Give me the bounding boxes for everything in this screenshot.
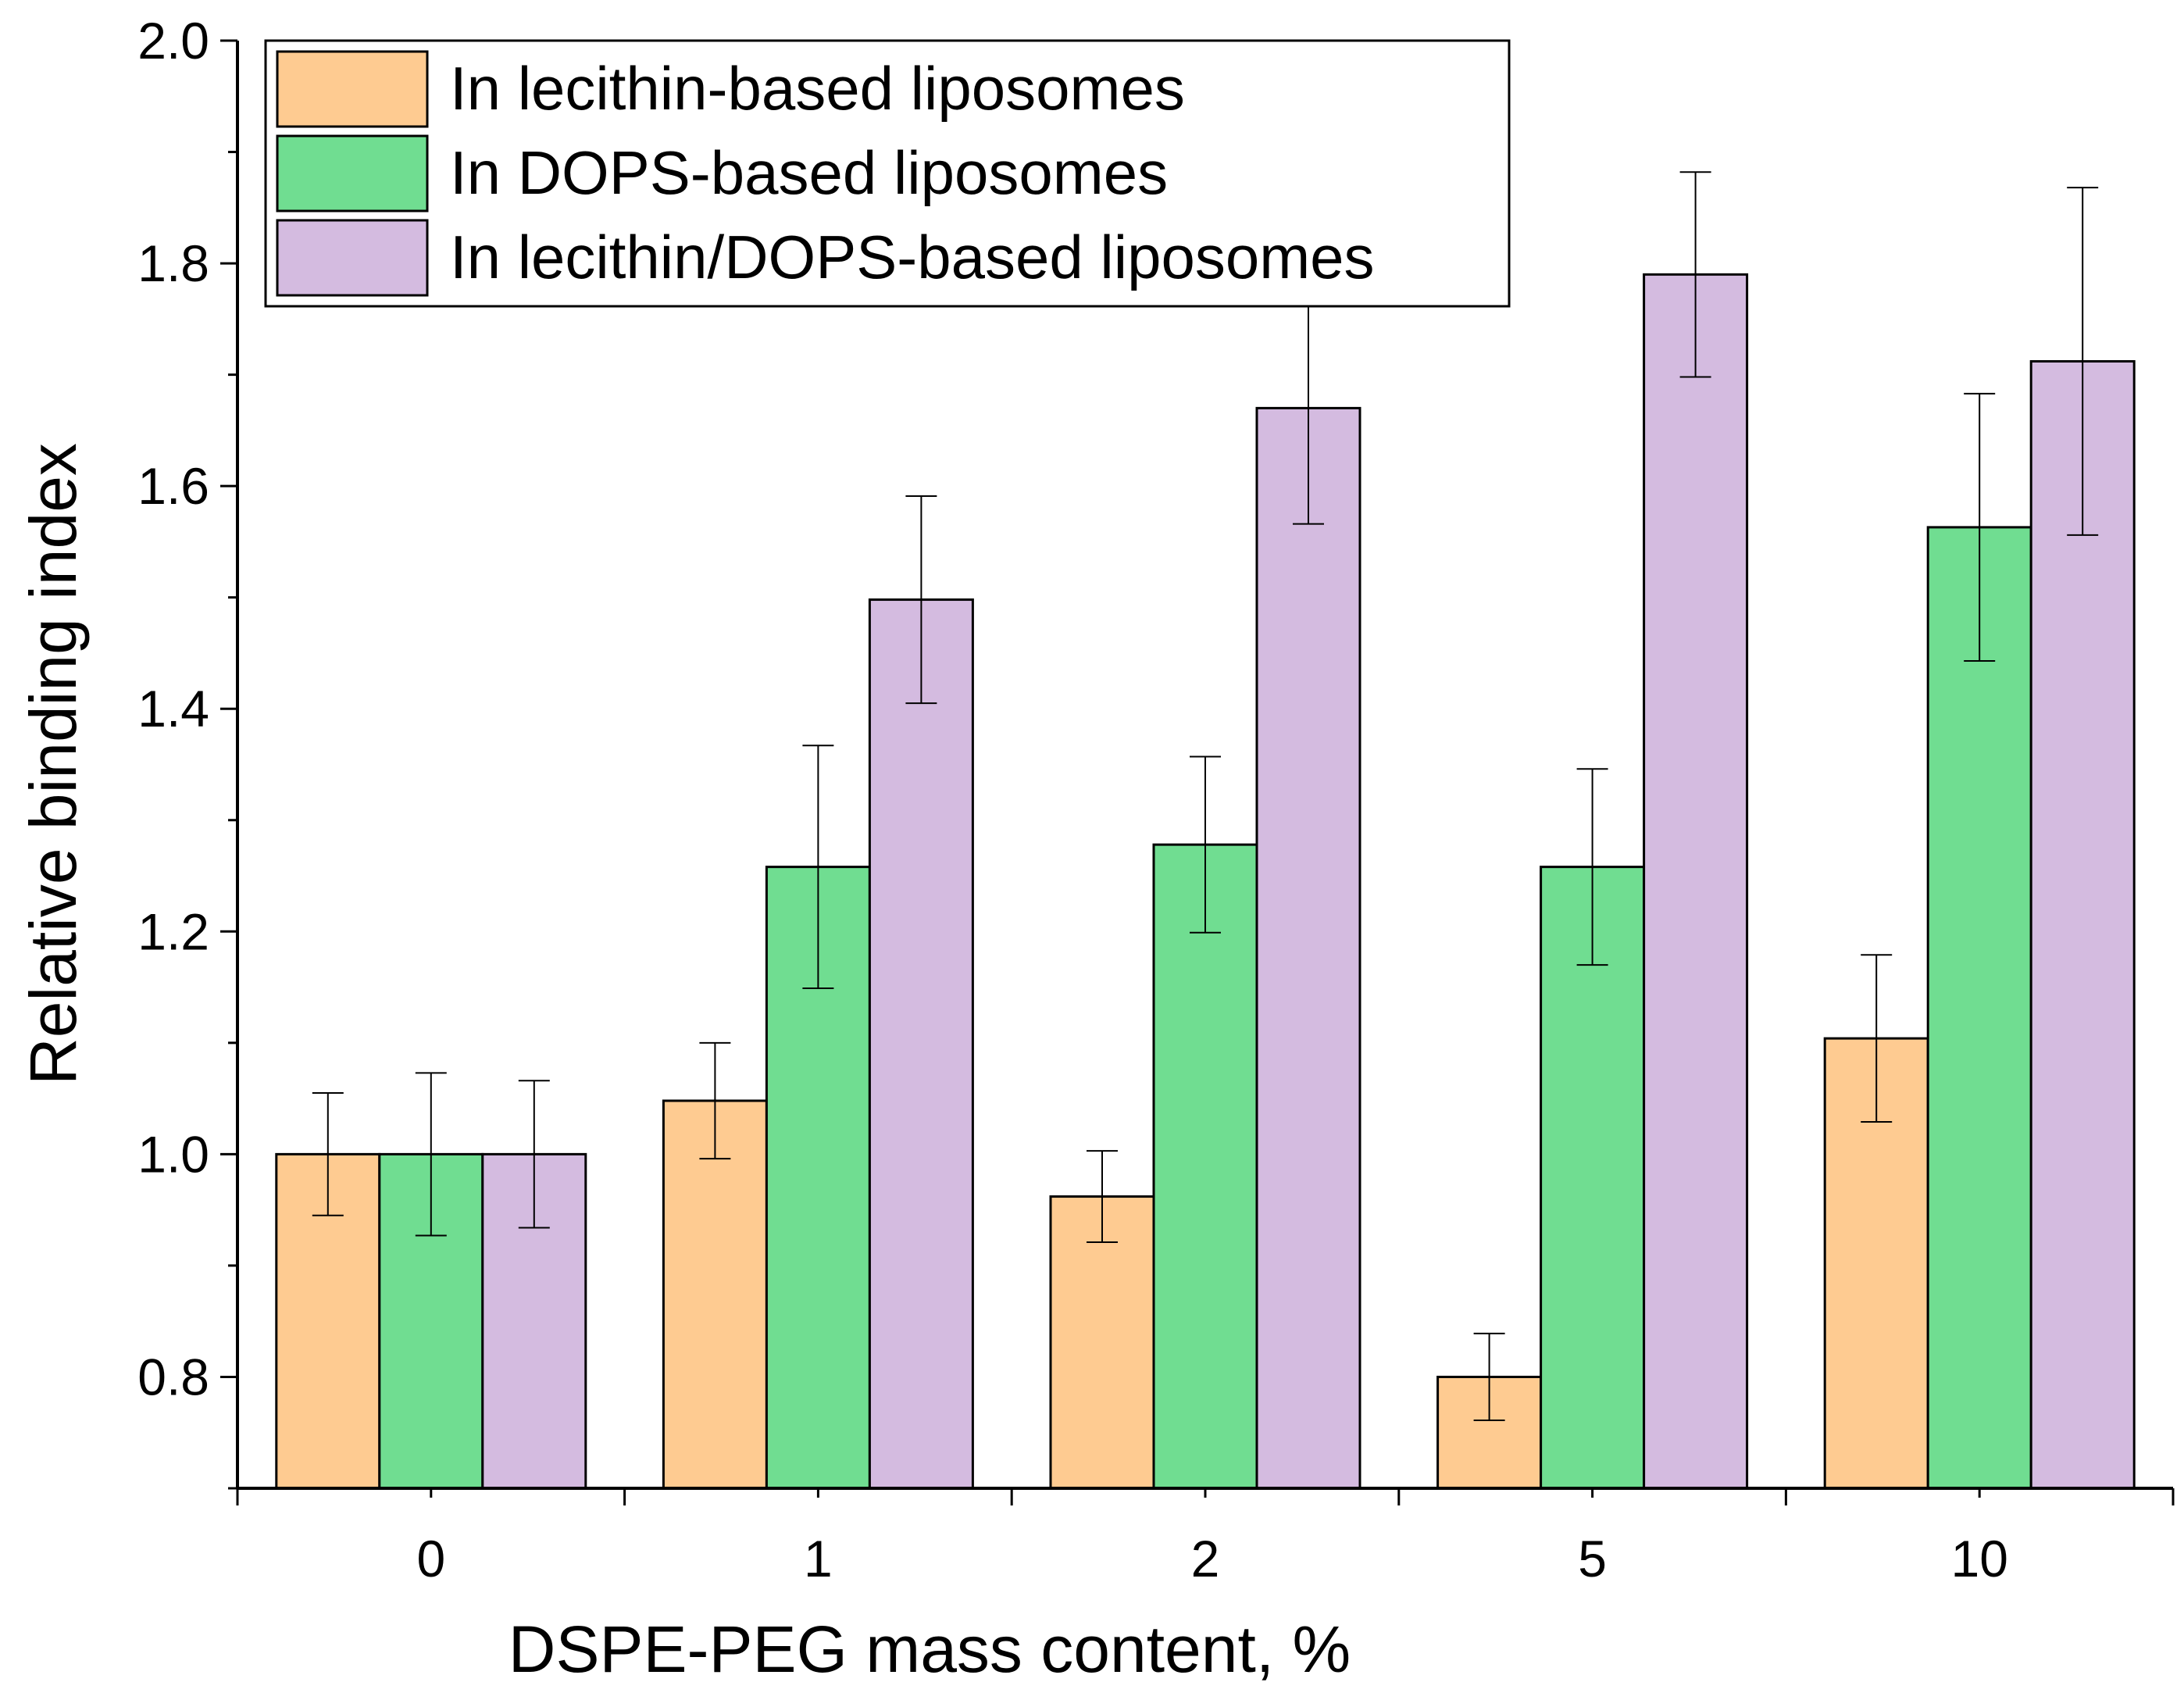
bar [1152,843,1258,1490]
x-tick-label: 2 [1191,1530,1220,1588]
error-bars-layer [312,171,2099,1422]
x-tick-label: 10 [1950,1530,2007,1588]
legend-label: In lecithin-based liposomes [450,54,1185,123]
bar [2029,360,2136,1490]
bar [1643,273,1749,1490]
y-ticks-layer: 0.8 1.0 1.2 1.4 1.6 1.8 2.0 [137,12,237,1490]
y-tick-label: 2.0 [137,12,209,70]
y-tick-label: 1.0 [137,1125,209,1183]
legend-swatch [276,134,429,212]
y-tick-label: 1.4 [137,680,209,738]
y-tick-label: 1.6 [137,457,209,515]
legend-frame [264,39,1511,308]
x-ticks-layer: 0 1 2 5 10 [236,1488,2175,1588]
bar [1255,406,1361,1490]
legend-label: In DOPS-based liposomes [450,138,1168,207]
legend-label: In lecithin/DOPS-based liposomes [450,223,1375,291]
y-tick-label: 0.8 [137,1348,209,1405]
x-tick-label: 0 [416,1530,445,1588]
legend: In lecithin-based liposomes In DOPS-based… [264,39,1511,308]
y-tick-label: 1.8 [137,234,209,292]
bar [1926,526,2032,1490]
y-tick-label: 1.2 [137,902,209,960]
bars-layer [275,273,2136,1490]
x-tick-label: 1 [804,1530,833,1588]
legend-swatch [276,50,429,128]
y-axis-title: Relative binding index [16,443,90,1085]
x-axis-title: DSPE-PEG mass content, % [509,1612,1351,1686]
bar [1049,1195,1155,1490]
x-tick-label: 5 [1578,1530,1607,1588]
bar [868,598,974,1490]
legend-swatch [276,219,429,297]
